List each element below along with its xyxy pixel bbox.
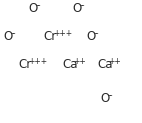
- Text: --: --: [107, 92, 113, 100]
- Text: +++: +++: [29, 57, 48, 67]
- Text: O: O: [3, 30, 12, 43]
- Text: +++: +++: [54, 30, 73, 38]
- Text: Ca: Ca: [97, 58, 112, 71]
- Text: O: O: [86, 30, 95, 43]
- Text: --: --: [36, 1, 41, 10]
- Text: --: --: [11, 30, 16, 38]
- Text: Cr: Cr: [18, 58, 31, 71]
- Text: ++: ++: [73, 57, 86, 67]
- Text: O: O: [100, 92, 109, 105]
- Text: ++: ++: [108, 57, 121, 67]
- Text: Ca: Ca: [62, 58, 78, 71]
- Text: --: --: [93, 30, 99, 38]
- Text: O: O: [28, 2, 37, 15]
- Text: Cr: Cr: [43, 30, 56, 43]
- Text: --: --: [80, 1, 85, 10]
- Text: O: O: [72, 2, 81, 15]
